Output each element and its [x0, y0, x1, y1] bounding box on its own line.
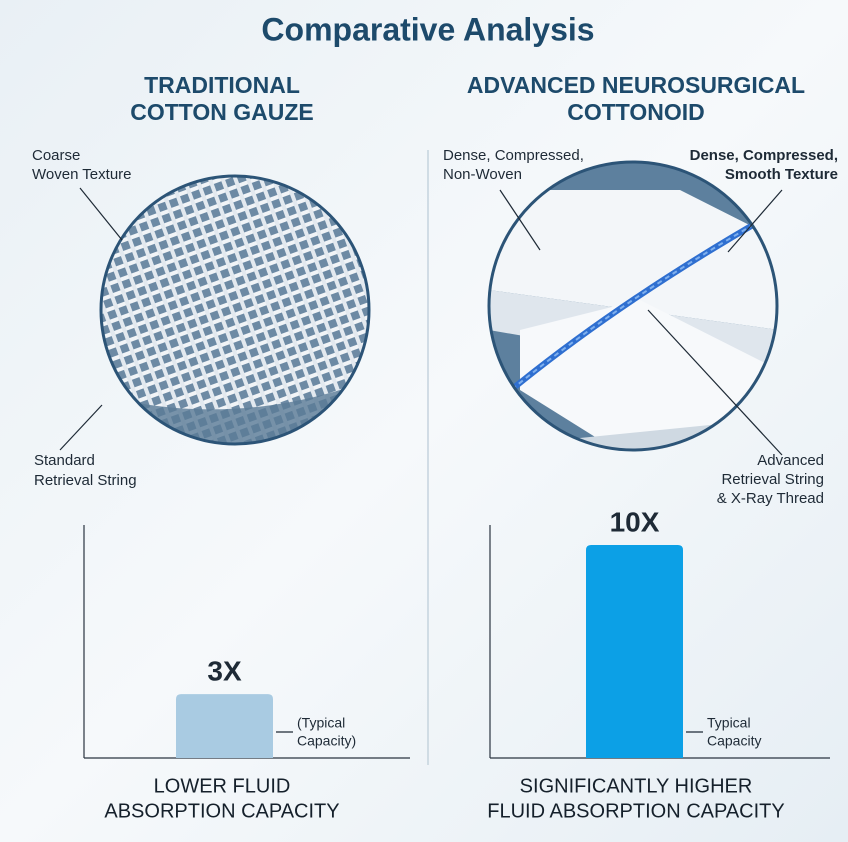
caption: SIGNIFICANTLY HIGHER	[520, 775, 753, 797]
title: Comparative Analysis	[261, 11, 594, 47]
cottonoid-image	[487, 160, 779, 452]
callout: Non-Woven	[443, 166, 522, 183]
caption: FLUID ABSORPTION CAPACITY	[487, 800, 784, 822]
bar	[586, 545, 683, 758]
callout: Retrieval String	[721, 471, 824, 488]
heading: COTTONOID	[567, 99, 705, 125]
callout: Advanced	[757, 452, 824, 469]
caption: LOWER FLUID	[154, 775, 291, 797]
leader-line	[647, 309, 783, 456]
callout: & X-Ray Thread	[717, 490, 824, 507]
value-label: 10X	[610, 506, 660, 537]
bar-note: (Typical	[297, 715, 345, 731]
bar-note: Typical	[707, 715, 751, 731]
callout: Dense, Compressed,	[690, 147, 838, 164]
callout: Woven Texture	[32, 166, 132, 183]
value-label: 3X	[207, 655, 242, 686]
callout: Coarse	[32, 147, 80, 164]
bar-note: Capacity	[707, 733, 761, 749]
heading: ADVANCED NEUROSURGICAL	[467, 72, 805, 98]
caption: ABSORPTION CAPACITY	[104, 800, 339, 822]
leader-line	[79, 187, 123, 241]
leader-line	[727, 189, 783, 253]
heading: COTTON GAUZE	[130, 99, 314, 125]
callout: Smooth Texture	[725, 166, 838, 183]
callout: Dense, Compressed,	[443, 147, 584, 164]
callout: Retrieval String	[34, 472, 137, 489]
bar-note: Capacity)	[297, 733, 356, 749]
heading: TRADITIONAL	[144, 72, 300, 98]
gauze-image	[99, 174, 371, 446]
leader-line	[499, 189, 541, 251]
bar	[176, 694, 273, 758]
callout: Standard	[34, 452, 95, 469]
leader-line	[59, 404, 103, 451]
